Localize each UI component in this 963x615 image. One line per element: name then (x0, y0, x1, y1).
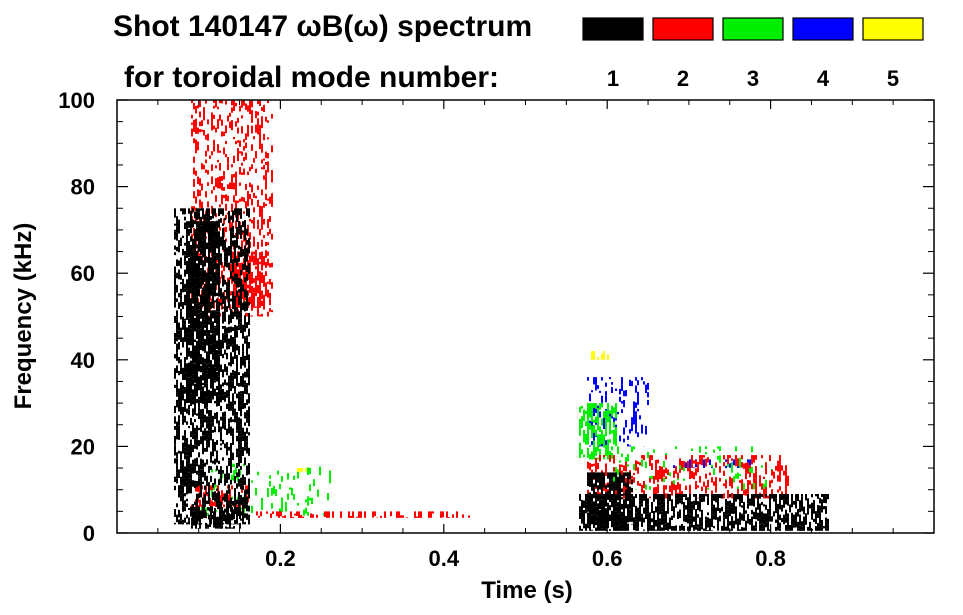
x-tick-label: 0.2 (265, 546, 296, 571)
legend-label-4: 4 (817, 66, 830, 91)
legend-label-2: 2 (677, 66, 689, 91)
y-tick-label: 20 (71, 434, 95, 459)
legend-label-5: 5 (887, 66, 899, 91)
legend-swatch-4 (792, 17, 854, 41)
mode-3-burst (579, 403, 617, 460)
y-tick-label: 80 (71, 175, 95, 200)
legend-swatch-2 (652, 17, 714, 41)
mode-2-burst (256, 511, 470, 518)
mode-5-burst (297, 468, 307, 473)
mode-1-burst (186, 221, 220, 404)
mode-1-burst (191, 507, 241, 529)
mode-2-burst (587, 455, 789, 499)
x-tick-label: 0.8 (755, 546, 786, 571)
mode-5-burst (591, 351, 609, 360)
y-axis-label: Frequency (kHz) (10, 223, 37, 410)
x-axis-label: Time (s) (481, 577, 573, 604)
chart-title-line1: Shot 140147 ωB(ω) spectrum (113, 10, 532, 43)
y-tick-label: 100 (58, 88, 95, 113)
legend-label-1: 1 (607, 66, 619, 91)
x-tick-label: 0.6 (592, 546, 623, 571)
y-tick-label: 60 (71, 261, 95, 286)
x-tick-label: 0.4 (429, 546, 460, 571)
legend: 1 2 3 4 5 (582, 17, 924, 91)
mode-1-burst (587, 472, 633, 525)
legend-swatch-5 (862, 17, 924, 41)
y-tick-label: 40 (71, 348, 95, 373)
legend-swatch-1 (582, 17, 644, 41)
legend-label-3: 3 (747, 66, 759, 91)
chart-title-line2: for toroidal mode number: (124, 61, 499, 94)
y-tick-label: 0 (83, 521, 95, 546)
spectrogram-data (174, 100, 829, 531)
axis-ticks: 0.2 0.4 0.6 0.8 0 20 40 60 80 100 (58, 88, 934, 571)
legend-swatch-3 (722, 17, 784, 41)
